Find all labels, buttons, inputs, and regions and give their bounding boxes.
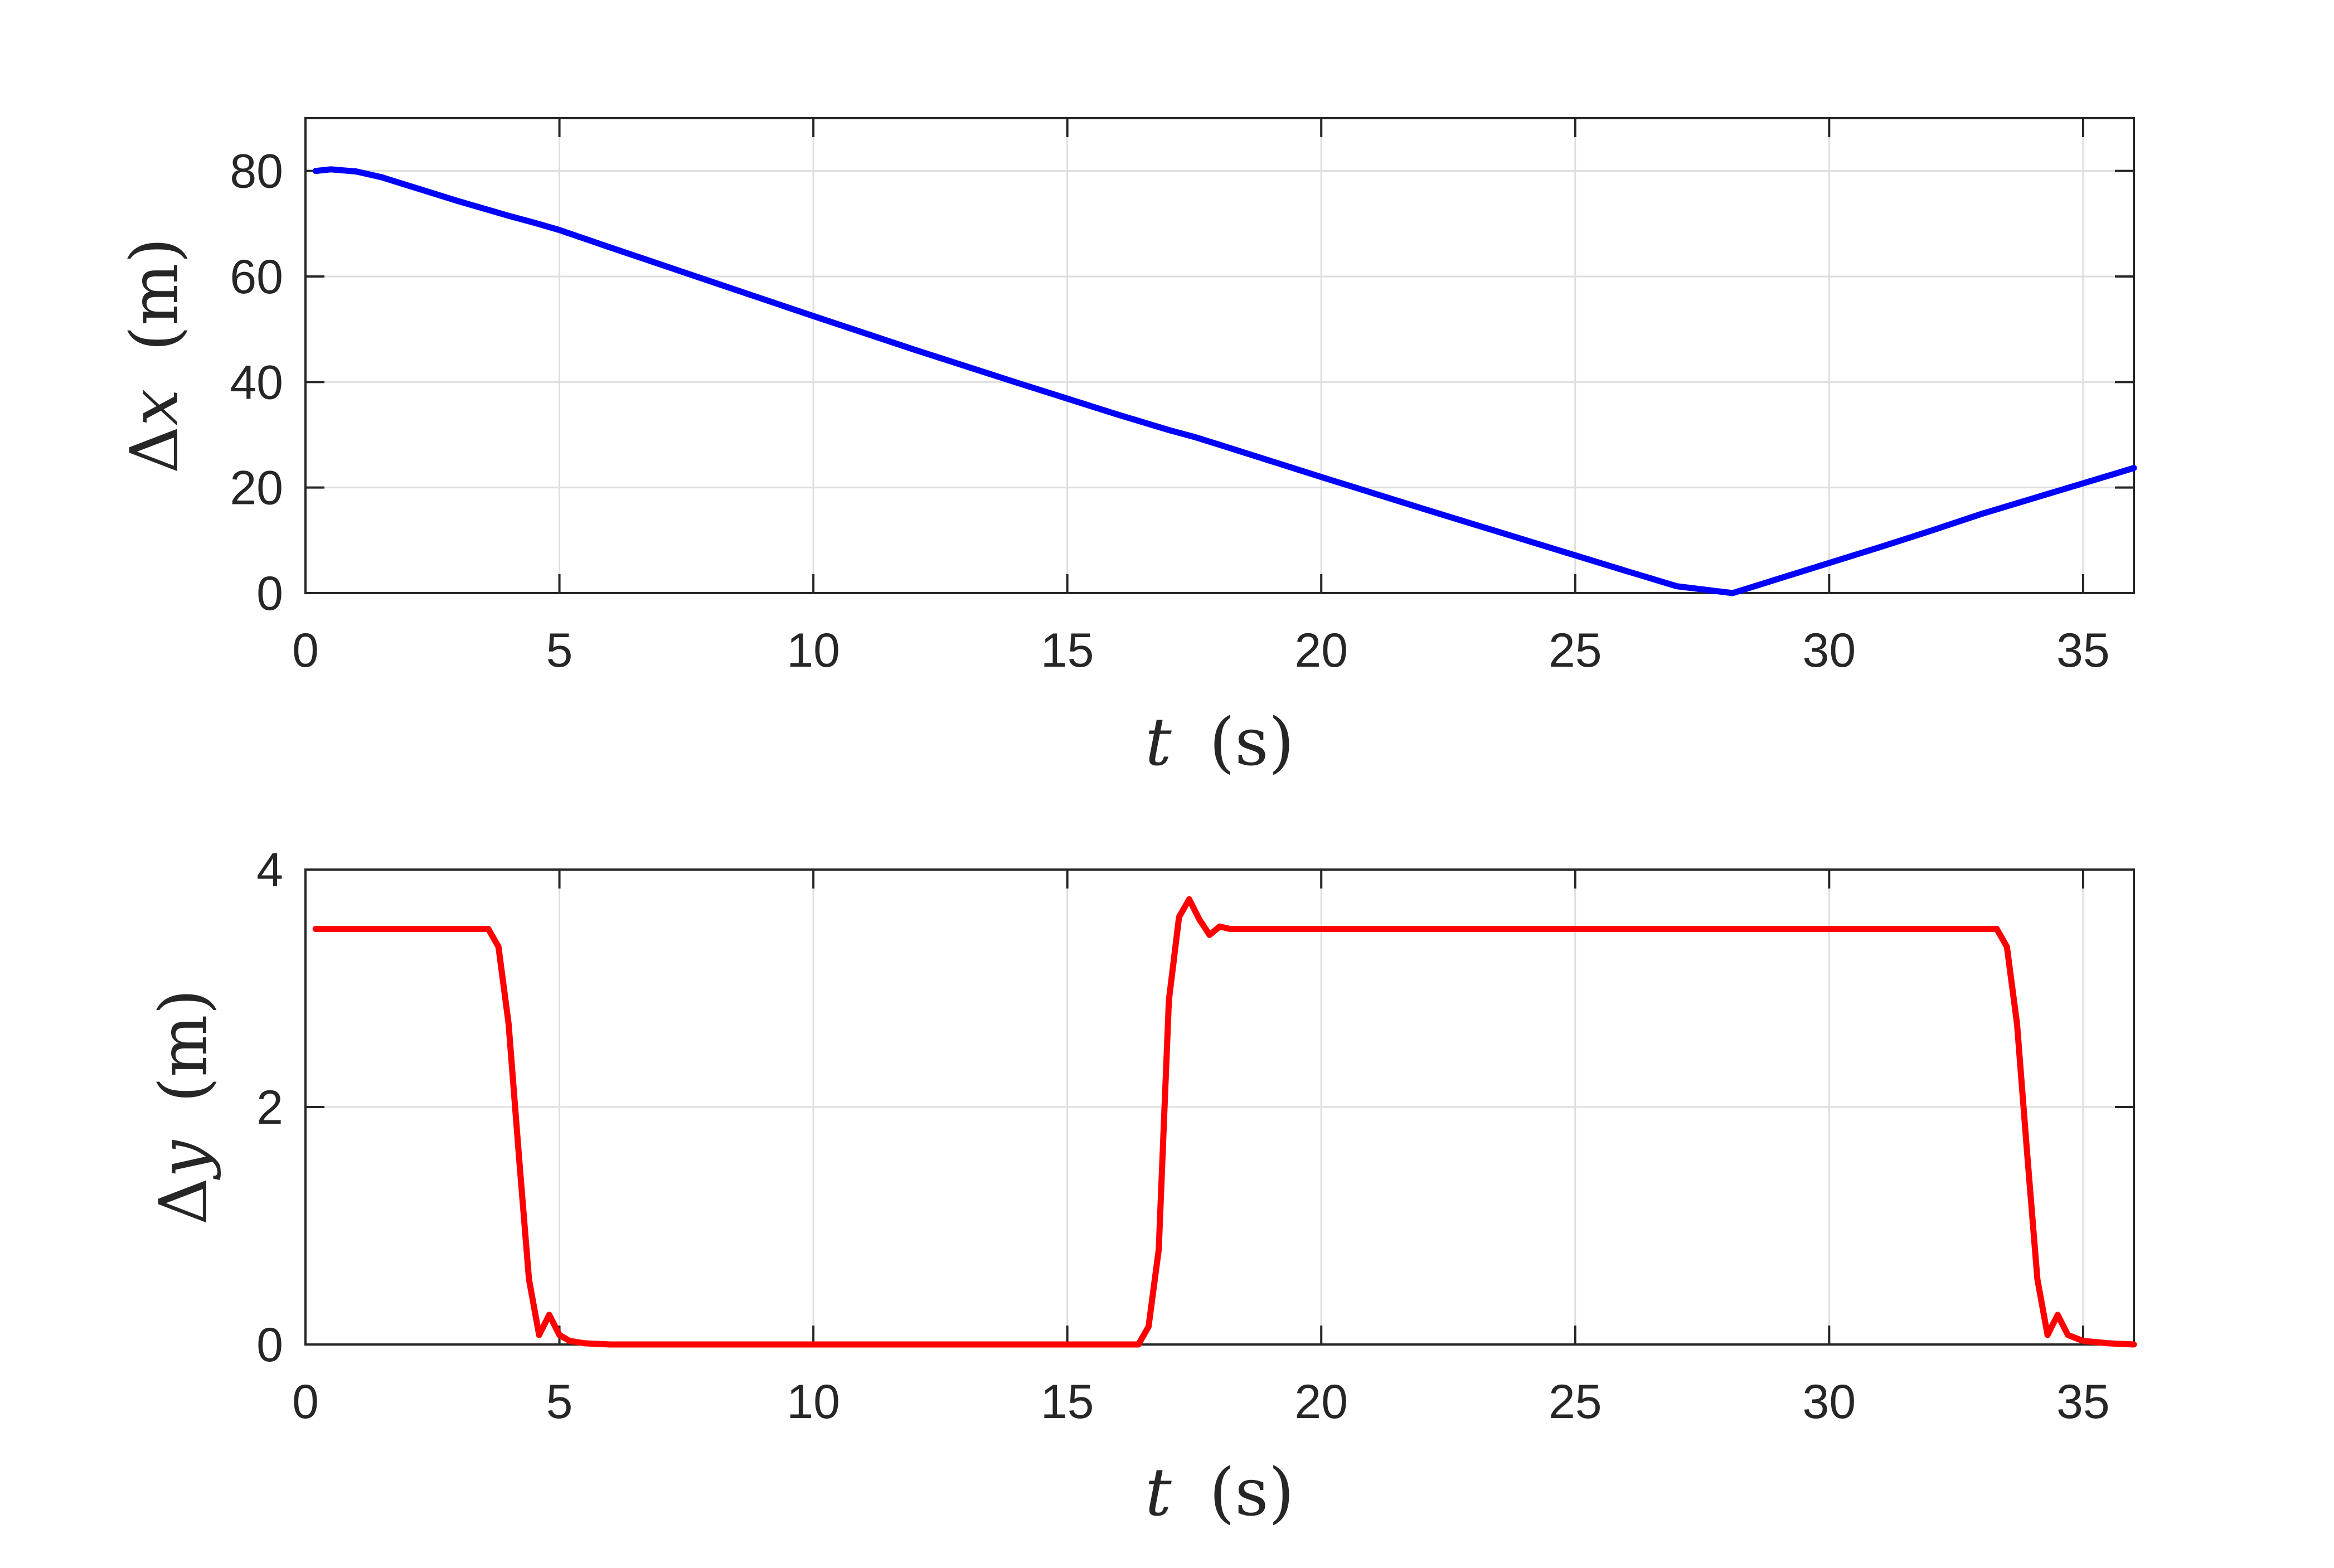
- bottom-y-tick-label: 0: [256, 1318, 283, 1372]
- top-x-tick-labels: 0 5 10 15 20 25 30 35: [292, 624, 2110, 677]
- bottom-x-tick-label: 25: [1549, 1375, 1602, 1429]
- bottom-y-tick-labels: 0 2 4: [256, 843, 283, 1372]
- top-series-layer: [312, 166, 2137, 596]
- top-y-tick-label: 40: [230, 356, 283, 409]
- bottom-tick-marks: [304, 868, 2134, 1346]
- bottom-x-tick-label: 10: [787, 1375, 840, 1429]
- bottom-axes-dy: 0 5 10 15 20 25 30 35 0 2 4 t (s) Δy (m): [145, 843, 2137, 1531]
- top-plot-frame: [304, 117, 2135, 594]
- bottom-x-tick-label: 30: [1802, 1375, 1856, 1429]
- bottom-series-layer: [312, 896, 2137, 1348]
- top-y-axis-label: Δx (m): [116, 237, 193, 473]
- top-y-tick-label: 0: [256, 567, 283, 620]
- top-x-tick-label: 15: [1041, 624, 1094, 677]
- bottom-x-tick-label: 0: [292, 1375, 319, 1429]
- bottom-y-tick-label: 4: [256, 843, 283, 897]
- bottom-x-tick-label: 5: [546, 1375, 573, 1429]
- top-y-tick-label: 80: [230, 145, 283, 198]
- bottom-x-tick-label: 35: [2056, 1375, 2110, 1429]
- top-y-tick-label: 20: [230, 462, 283, 515]
- top-y-tick-labels: 0 20 40 60 80: [230, 145, 283, 620]
- bottom-x-tick-label: 20: [1294, 1375, 1348, 1429]
- top-series-line: [312, 166, 2137, 596]
- top-axes-dx: 0 5 10 15 20 25 30 35 0 20 40 60 80 t (s) Δx (m): [116, 117, 2137, 780]
- bottom-x-tick-label: 15: [1041, 1375, 1094, 1429]
- top-x-tick-label: 0: [292, 624, 319, 677]
- bottom-x-axis-label: t (s): [1145, 1454, 1294, 1531]
- bottom-y-axis-label: Δy (m): [145, 989, 222, 1225]
- top-x-tick-label: 20: [1294, 624, 1348, 677]
- top-x-tick-label: 25: [1549, 624, 1602, 677]
- bottom-x-tick-labels: 0 5 10 15 20 25 30 35: [292, 1375, 2110, 1429]
- top-x-tick-label: 35: [2056, 624, 2110, 677]
- top-y-tick-label: 60: [230, 250, 283, 304]
- top-x-tick-label: 5: [546, 624, 573, 677]
- top-x-tick-label: 10: [787, 624, 840, 677]
- top-x-tick-label: 30: [1802, 624, 1856, 677]
- top-x-axis-label: t (s): [1145, 703, 1294, 780]
- bottom-y-tick-label: 2: [256, 1081, 283, 1134]
- bottom-series-line: [312, 896, 2137, 1348]
